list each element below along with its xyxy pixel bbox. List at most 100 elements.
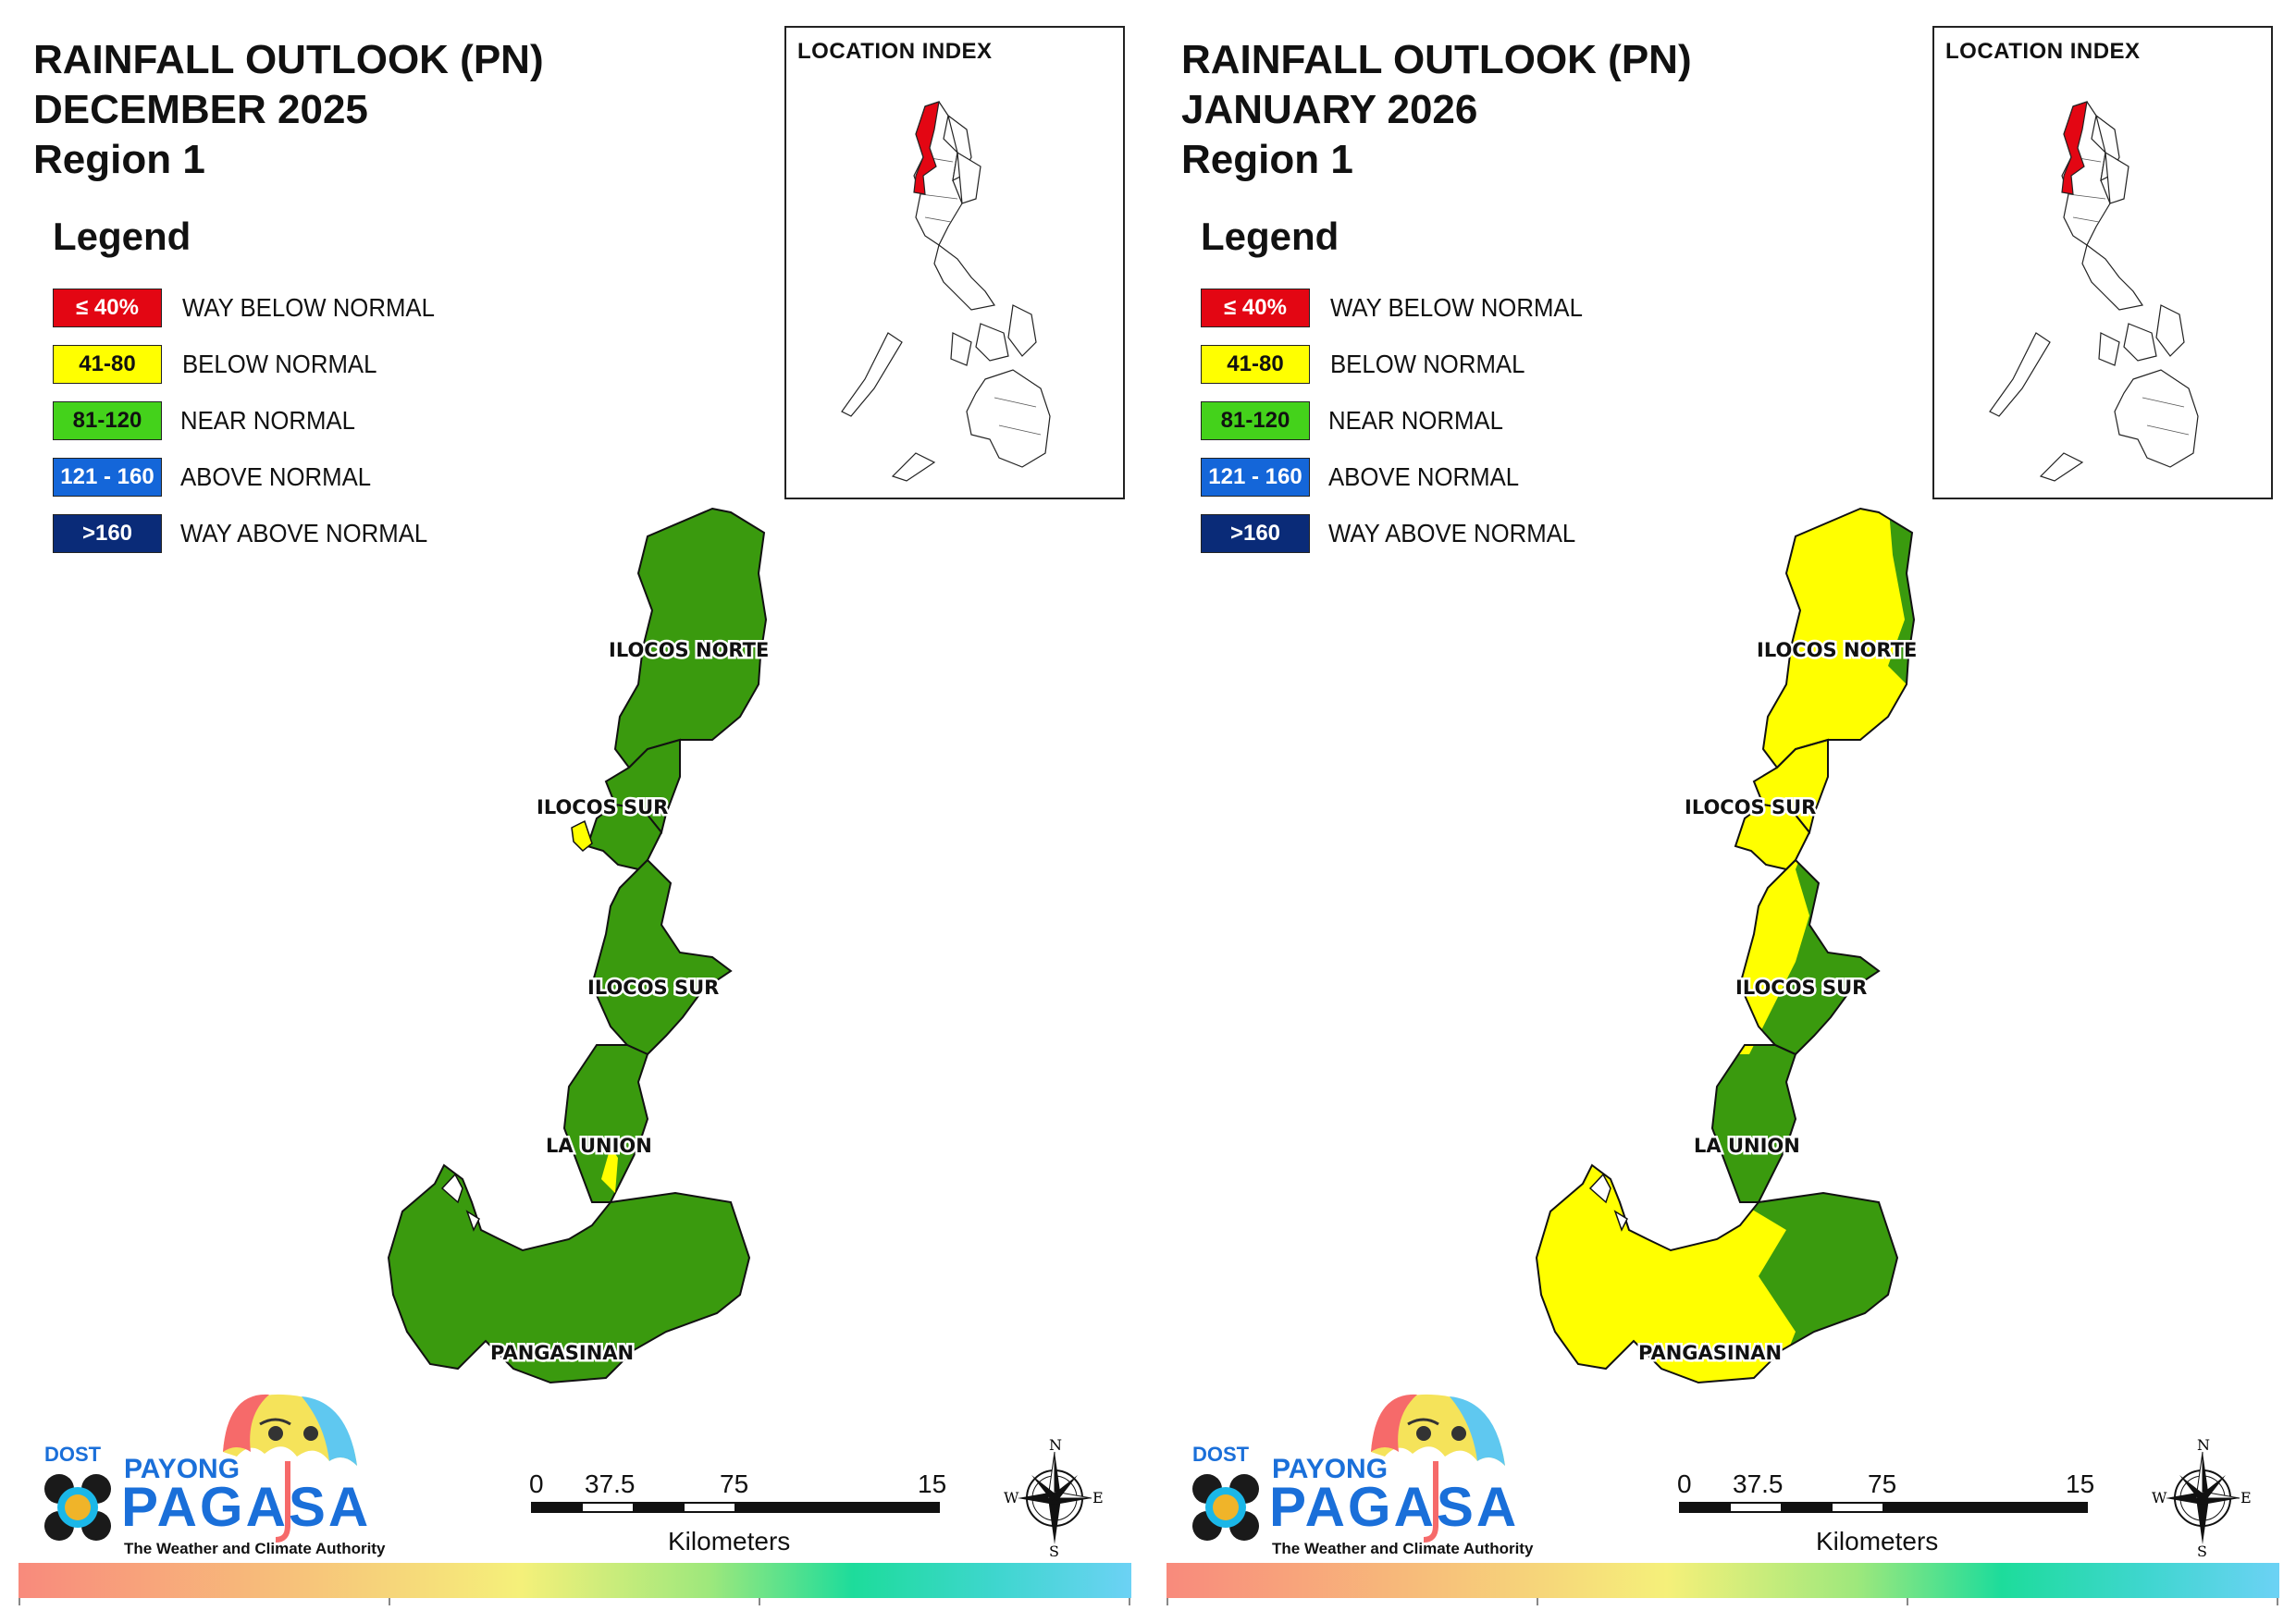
- legend-label: BELOW NORMAL: [182, 349, 377, 378]
- legend-row-near: 81-120 NEAR NORMAL: [53, 392, 457, 449]
- logo-tagline: The Weather and Climate Authority: [1272, 1540, 1534, 1557]
- legend-label: BELOW NORMAL: [1330, 349, 1525, 378]
- footer-ticks: [1167, 1598, 2279, 1605]
- map-title: RAINFALL OUTLOOK (PN) DECEMBER 2025 Regi…: [33, 35, 544, 185]
- region-1-highlight: [913, 101, 940, 195]
- logo-pagasa: PAGASA: [121, 1476, 371, 1538]
- scale-unit: Kilometers: [1816, 1527, 1938, 1555]
- legend-row-below: 41-80 BELOW NORMAL: [53, 336, 457, 392]
- location-index: LOCATION INDEX: [784, 26, 1125, 499]
- legend-label: WAY ABOVE NORMAL: [1328, 518, 1576, 547]
- legend-swatch: 81-120: [53, 400, 162, 440]
- payong-pagasa-logo: DOST PAYONG PAGASA The Weather and Clima…: [44, 1394, 386, 1557]
- title-line-1: RAINFALL OUTLOOK (PN): [33, 37, 544, 82]
- scale-unit: Kilometers: [668, 1527, 790, 1555]
- legend-swatch: 41-80: [53, 344, 162, 384]
- province-label: LA UNION: [1694, 1135, 1800, 1157]
- region-1-map: ILOCOS NORTE ILOCOS SUR ILOCOS SUR LA UN…: [1535, 507, 1920, 1384]
- location-index-title: LOCATION INDEX: [1945, 39, 2141, 64]
- legend-swatch: >160: [1201, 513, 1310, 553]
- footer-gradient-bar: [19, 1563, 1131, 1598]
- scale-tick: 150: [2066, 1469, 2093, 1498]
- legend-label: NEAR NORMAL: [180, 405, 355, 435]
- legend-label: WAY BELOW NORMAL: [182, 292, 435, 322]
- compass-e: E: [2240, 1489, 2252, 1506]
- province-label: ILOCOS SUR: [537, 796, 668, 818]
- legend-label: NEAR NORMAL: [1328, 405, 1503, 435]
- compass-n: N: [2197, 1438, 2210, 1454]
- title-line-2: JANUARY 2026: [1181, 87, 1478, 132]
- logo-dost: DOST: [1192, 1443, 1250, 1466]
- legend: Legend ≤ 40% WAY BELOW NORMAL 41-80 BELO…: [1201, 215, 1605, 561]
- province-label: PANGASINAN: [1638, 1342, 1782, 1364]
- scale-tick: 150: [918, 1469, 945, 1498]
- compass-s: S: [2197, 1543, 2207, 1558]
- legend-label: ABOVE NORMAL: [180, 461, 372, 491]
- title-line-2: DECEMBER 2025: [33, 87, 368, 132]
- province-label: ILOCOS NORTE: [1757, 639, 1917, 661]
- scale-bar: 0 37.5 75 150 Kilometers: [1677, 1469, 2093, 1555]
- province-label: LA UNION: [546, 1135, 652, 1157]
- compass-e: E: [1092, 1489, 1104, 1506]
- scale-tick: 37.5: [1733, 1469, 1784, 1498]
- legend-swatch: 41-80: [1201, 344, 1310, 384]
- title-line-3: Region 1: [33, 137, 205, 182]
- province-label: ILOCOS SUR: [1685, 796, 1816, 818]
- region-1-map: ILOCOS NORTE ILOCOS SUR ILOCOS SUR LA UN…: [387, 507, 772, 1384]
- legend: Legend ≤ 40% WAY BELOW NORMAL 41-80 BELO…: [53, 215, 457, 561]
- panel-january: RAINFALL OUTLOOK (PN) JANUARY 2026 Regio…: [1148, 0, 2296, 1623]
- title-line-3: Region 1: [1181, 137, 1353, 182]
- scale-bar: 0 37.5 75 150 Kilometers: [529, 1469, 945, 1555]
- location-index-title: LOCATION INDEX: [797, 39, 993, 64]
- legend-row-way-above: >160 WAY ABOVE NORMAL: [1201, 505, 1605, 561]
- dost-emblem: [44, 1474, 111, 1541]
- footer-ticks: [19, 1598, 1131, 1605]
- legend-title: Legend: [53, 215, 191, 258]
- title-line-1: RAINFALL OUTLOOK (PN): [1181, 37, 1692, 82]
- legend-row-way-below: ≤ 40% WAY BELOW NORMAL: [53, 279, 457, 336]
- payong-pagasa-logo: DOST PAYONG PAGASA The Weather and Clima…: [1192, 1394, 1534, 1557]
- legend-label: WAY BELOW NORMAL: [1330, 292, 1583, 322]
- scale-tick: 0: [1677, 1469, 1692, 1498]
- logo-tagline: The Weather and Climate Authority: [124, 1540, 386, 1557]
- legend-swatch: 81-120: [1201, 400, 1310, 440]
- legend-swatch: 121 - 160: [53, 457, 162, 497]
- legend-row-below: 41-80 BELOW NORMAL: [1201, 336, 1605, 392]
- logo-payong: PAYONG: [124, 1454, 240, 1484]
- province-label: ILOCOS SUR: [1735, 977, 1867, 999]
- logo-payong: PAYONG: [1272, 1454, 1388, 1484]
- legend-label: ABOVE NORMAL: [1328, 461, 1520, 491]
- panel-december: RAINFALL OUTLOOK (PN) DECEMBER 2025 Regi…: [19, 26, 1131, 1605]
- compass-rose-icon: N S E W: [2152, 1438, 2252, 1558]
- compass-n: N: [1049, 1438, 1062, 1454]
- philippines-index-map: [1989, 101, 2199, 482]
- compass-w: W: [1004, 1489, 1019, 1506]
- legend-row-above: 121 - 160 ABOVE NORMAL: [53, 449, 457, 505]
- legend-label: WAY ABOVE NORMAL: [180, 518, 428, 547]
- logo-pagasa: PAGASA: [1269, 1476, 1519, 1538]
- scale-tick: 0: [529, 1469, 544, 1498]
- scale-tick: 37.5: [585, 1469, 636, 1498]
- legend-swatch: >160: [53, 513, 162, 553]
- legend-row-way-below: ≤ 40% WAY BELOW NORMAL: [1201, 279, 1605, 336]
- compass-s: S: [1049, 1543, 1059, 1558]
- compass-w: W: [2152, 1489, 2167, 1506]
- legend-row-above: 121 - 160 ABOVE NORMAL: [1201, 449, 1605, 505]
- location-index: LOCATION INDEX: [1932, 26, 2273, 499]
- compass-rose-icon: N S E W: [1004, 1438, 1104, 1558]
- region-1-highlight: [2061, 101, 2088, 195]
- legend-row-near: 81-120 NEAR NORMAL: [1201, 392, 1605, 449]
- map-title: RAINFALL OUTLOOK (PN) JANUARY 2026 Regio…: [1181, 35, 1692, 185]
- logo-dost: DOST: [44, 1443, 102, 1466]
- legend-swatch: 121 - 160: [1201, 457, 1310, 497]
- province-label: ILOCOS SUR: [587, 977, 719, 999]
- philippines-index-map: [841, 101, 1051, 482]
- footer-gradient-bar: [1167, 1563, 2279, 1598]
- legend-row-way-above: >160 WAY ABOVE NORMAL: [53, 505, 457, 561]
- dost-emblem: [1192, 1474, 1259, 1541]
- scale-tick: 75: [1868, 1469, 1896, 1498]
- province-label: PANGASINAN: [490, 1342, 634, 1364]
- scale-tick: 75: [720, 1469, 748, 1498]
- legend-swatch: ≤ 40%: [1201, 288, 1310, 327]
- legend-title: Legend: [1201, 215, 1339, 258]
